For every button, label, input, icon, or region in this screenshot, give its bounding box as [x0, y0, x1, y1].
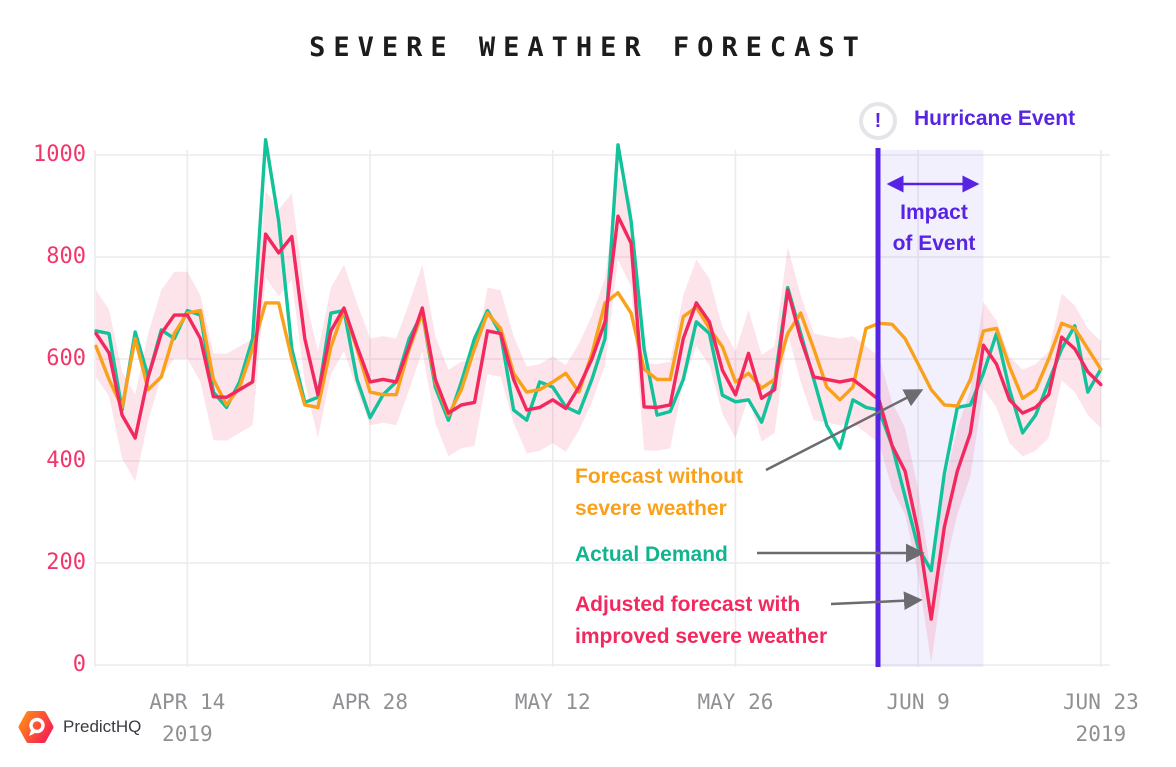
annotation-arrows	[757, 389, 925, 611]
y-tick-800: 800	[46, 244, 86, 269]
impact-label-line2: of Event	[892, 232, 976, 255]
actual-series-label: Actual Demand	[575, 543, 728, 566]
y-tick-600: 600	[46, 346, 86, 371]
adjusted-series-label: Adjusted forecast with improved severe w…	[575, 589, 827, 653]
impact-label-line1: Impact	[900, 201, 968, 224]
y-tick-1000: 1000	[33, 142, 86, 167]
x-tick-jun-9: JUN 9	[886, 690, 950, 714]
chart-title: SEVERE WEATHER FORECAST	[309, 32, 867, 63]
confidence-band	[96, 175, 1101, 663]
x-tick-jun-23: JUN 23	[1062, 690, 1139, 714]
x-tick-apr-28: APR 28	[332, 690, 408, 714]
x-tick-apr-14: APR 14	[149, 690, 226, 714]
y-tick-400: 400	[46, 448, 86, 473]
y-tick-200: 200	[46, 550, 86, 575]
adjusted-arrow	[830, 591, 923, 611]
predicthq-logo-icon	[18, 711, 54, 743]
y-tick-0: 0	[72, 652, 86, 677]
forecast-label-line1: Forecast without	[575, 465, 744, 488]
predicthq-logo: PredictHQ	[18, 709, 141, 745]
predicthq-logo-text: PredictHQ	[63, 717, 142, 736]
adjusted-label-line1: Adjusted forecast with	[575, 593, 801, 616]
hurricane-event-label: Hurricane Event	[914, 107, 1076, 130]
gridlines	[94, 150, 1110, 667]
forecast-label-line2: severe weather	[575, 497, 727, 520]
x-tick-may-26: MAY 26	[697, 690, 774, 714]
forecast-series-label: Forecast without severe weather	[575, 461, 743, 525]
series-line-forecast	[94, 291, 1103, 417]
x-tick-year: 2019	[1075, 722, 1127, 746]
forecast-arrow	[765, 389, 924, 472]
x-tick-year: 2019	[162, 722, 213, 746]
impact-region	[878, 150, 984, 667]
impact-of-event-label: Impact of Event	[864, 197, 1004, 259]
series-line-actual	[94, 137, 1103, 573]
series-line-adjusted	[94, 214, 1103, 621]
series-lines	[94, 137, 1103, 621]
adjusted-label-line2: improved severe weather	[575, 625, 828, 648]
alert-icon: !	[859, 102, 897, 140]
x-tick-may-12: MAY 12	[514, 690, 591, 714]
